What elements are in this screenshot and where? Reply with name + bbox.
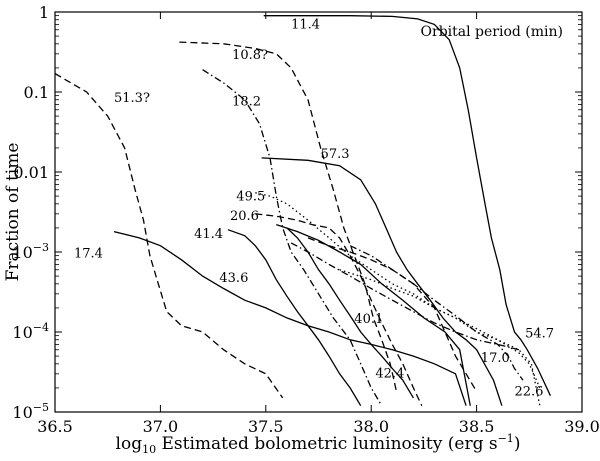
series-label-13: 17.0: [481, 351, 510, 366]
legend-title: Orbital period (min): [421, 24, 563, 40]
series-line-11.4: [263, 15, 551, 396]
series-label-5: 49.5: [236, 190, 265, 205]
series-line-17.0: [276, 223, 471, 406]
series-label-9: 43.6: [219, 271, 248, 286]
series-label-10: 40.1: [354, 312, 383, 327]
x-axis-title-text: Estimated bolometric luminosity (erg s: [156, 434, 498, 454]
series-line-49.5: [255, 192, 541, 406]
x-tick-label-1: 37.0: [143, 417, 179, 436]
y-tick-label-base-5: 10: [12, 403, 32, 422]
series-label-1: 10.8?: [232, 48, 268, 63]
series-label-8: 17.4: [74, 247, 103, 262]
labels-layer: 11.4 10.8? 51.3? 18.2 57.3 49.5 20.6 41.4 17.4 43…: [74, 18, 554, 400]
series-line-51.3?: [55, 73, 284, 399]
series-line-57.3: [261, 157, 503, 406]
series-label-0: 11.4: [291, 18, 320, 33]
series-line-10.8?: [179, 41, 398, 392]
y-tick-label-base-4: 10: [12, 323, 32, 342]
x-tick-label-4: 38.5: [459, 417, 495, 436]
series-label-11: 42.4: [375, 367, 404, 382]
x-tick-label-2: 37.5: [248, 417, 284, 436]
y-tick-label-5: 10−5: [12, 401, 49, 422]
x-tick-label-0: 36.5: [37, 417, 73, 436]
series-label-6: 20.6: [230, 209, 259, 224]
series-label-12: 54.7: [525, 327, 554, 342]
y-tick-label-1: 0.1: [24, 83, 49, 102]
y-tick-label-0: 1: [39, 3, 49, 22]
y-tick-label-2: 0.01: [13, 163, 49, 182]
y-axis-title: Fraction of time: [3, 143, 23, 282]
y-tick-label-4: 10−4: [12, 321, 49, 342]
x-tick-label-3: 38.0: [353, 417, 389, 436]
series-line-41.4: [227, 229, 362, 407]
x-axis-title-exp: −1: [498, 432, 514, 445]
plot-frame: [54, 11, 583, 413]
series-line-18.2: [202, 69, 383, 407]
x-axis-title-log: log: [116, 434, 143, 454]
series-line-54.7: [349, 245, 524, 381]
series-label-7: 41.4: [194, 227, 223, 242]
x-axis-title: log10 Estimated bolometric luminosity (e…: [116, 432, 521, 456]
series-label-2: 51.3?: [114, 91, 150, 106]
series-line-17.4: [113, 230, 467, 406]
series-label-3: 18.2: [232, 94, 261, 109]
y-tick-label-exp-5: −5: [33, 401, 49, 414]
x-axis-title-base: 10: [142, 443, 156, 456]
series-line-40.1: [290, 242, 519, 351]
y-tick-label-3: 10−3: [12, 241, 49, 262]
y-tick-label-exp-4: −4: [33, 321, 49, 334]
y-tick-label-base-3: 10: [12, 243, 32, 262]
y-tick-label-exp-3: −3: [33, 241, 49, 254]
ticks: 36.5 37.0 37.5 38.0 38.5 39.010.10.0110−310−4…: [12, 3, 599, 436]
series-label-4: 57.3: [321, 147, 350, 162]
series-layer: [55, 15, 551, 407]
series-line-20.6: [255, 213, 423, 406]
x-axis-title-close: ): [514, 434, 521, 454]
series-line-22.6: [339, 269, 541, 389]
series-label-14: 22.6: [515, 385, 544, 400]
x-tick-label-5: 39.0: [564, 417, 600, 436]
